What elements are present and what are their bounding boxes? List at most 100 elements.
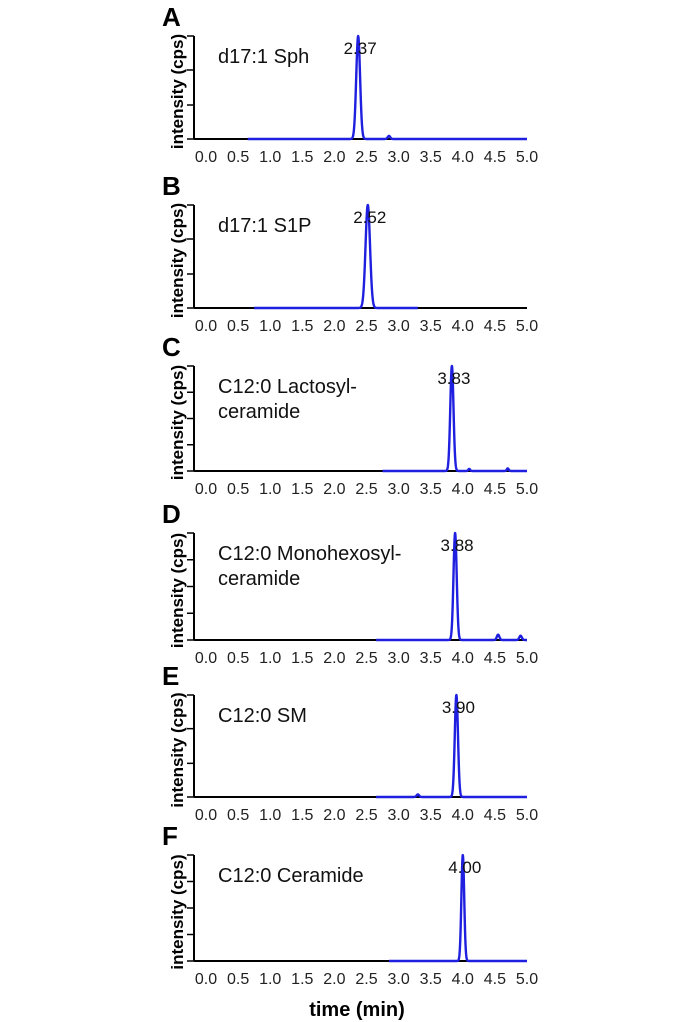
chromatogram-trace bbox=[381, 364, 529, 473]
x-tick-label: 5.0 bbox=[516, 971, 538, 988]
x-tick-label: 5.0 bbox=[516, 650, 538, 667]
x-tick-label: 2.0 bbox=[323, 807, 345, 824]
x-tick-label: 3.0 bbox=[387, 318, 409, 335]
compound-label: C12:0 Lactosyl- bbox=[218, 376, 357, 398]
x-tick-label: 1.5 bbox=[291, 481, 313, 498]
x-tick-label: 0.0 bbox=[195, 318, 217, 335]
x-tick-label: 4.0 bbox=[452, 807, 474, 824]
x-tick-label: 1.0 bbox=[259, 318, 281, 335]
x-tick-label: 0.5 bbox=[227, 971, 249, 988]
y-axis-title: intensity (cps) bbox=[168, 365, 187, 480]
chromatogram-trace bbox=[253, 203, 419, 310]
x-tick-label: 3.5 bbox=[420, 318, 442, 335]
panel-letter: C bbox=[162, 332, 181, 362]
x-tick-label: 3.5 bbox=[420, 149, 442, 166]
x-tick-label: 3.0 bbox=[387, 149, 409, 166]
x-tick-label: 2.0 bbox=[323, 650, 345, 667]
x-tick-label: 1.0 bbox=[259, 807, 281, 824]
x-tick-label: 3.5 bbox=[420, 650, 442, 667]
x-tick-label: 4.0 bbox=[452, 318, 474, 335]
panel-letter: E bbox=[162, 661, 179, 691]
y-axis-title: intensity (cps) bbox=[168, 533, 187, 648]
x-tick-label: 2.5 bbox=[355, 971, 377, 988]
x-tick-label: 1.0 bbox=[259, 971, 281, 988]
peak-rt-label: 2.37 bbox=[344, 39, 377, 58]
x-tick-label: 5.0 bbox=[516, 149, 538, 166]
x-tick-label: 0.5 bbox=[227, 149, 249, 166]
x-tick-label: 1.5 bbox=[291, 149, 313, 166]
chromatogram-trace bbox=[387, 853, 529, 963]
x-tick-label: 5.0 bbox=[516, 481, 538, 498]
x-tick-label: 2.5 bbox=[355, 318, 377, 335]
x-tick-label: 3.5 bbox=[420, 971, 442, 988]
x-tick-label: 4.5 bbox=[484, 481, 506, 498]
x-tick-label: 3.5 bbox=[420, 481, 442, 498]
x-tick-label: 0.0 bbox=[195, 807, 217, 824]
panel-letter: A bbox=[162, 2, 181, 32]
x-tick-label: 4.5 bbox=[484, 318, 506, 335]
x-tick-label: 4.5 bbox=[484, 650, 506, 667]
x-axis-title: time (min) bbox=[309, 999, 405, 1021]
panel-letter: B bbox=[162, 171, 181, 201]
x-tick-label: 1.0 bbox=[259, 650, 281, 667]
x-tick-label: 0.0 bbox=[195, 971, 217, 988]
x-tick-label: 0.5 bbox=[227, 318, 249, 335]
x-tick-label: 0.5 bbox=[227, 481, 249, 498]
x-tick-label: 4.5 bbox=[484, 971, 506, 988]
x-tick-label: 2.0 bbox=[323, 318, 345, 335]
x-tick-label: 1.5 bbox=[291, 318, 313, 335]
x-tick-label: 2.5 bbox=[355, 481, 377, 498]
x-tick-label: 1.0 bbox=[259, 481, 281, 498]
peak-rt-label: 4.00 bbox=[448, 858, 481, 877]
compound-label: ceramide bbox=[218, 401, 300, 423]
peak-rt-label: 2.52 bbox=[353, 208, 386, 227]
x-tick-label: 4.0 bbox=[452, 971, 474, 988]
y-axis-title: intensity (cps) bbox=[168, 203, 187, 318]
peak-rt-label: 3.88 bbox=[441, 536, 474, 555]
chromatogram-trace bbox=[375, 531, 529, 642]
x-tick-label: 2.5 bbox=[355, 149, 377, 166]
x-tick-label: 4.5 bbox=[484, 807, 506, 824]
chromatogram-trace bbox=[375, 693, 529, 799]
x-tick-label: 3.0 bbox=[387, 481, 409, 498]
x-tick-label: 2.5 bbox=[355, 650, 377, 667]
chromatogram-trace bbox=[246, 34, 528, 141]
x-tick-label: 2.0 bbox=[323, 149, 345, 166]
compound-label: d17:1 S1P bbox=[218, 215, 311, 237]
y-axis-title: intensity (cps) bbox=[168, 34, 187, 149]
x-tick-label: 0.0 bbox=[195, 481, 217, 498]
x-tick-label: 0.0 bbox=[195, 149, 217, 166]
x-tick-label: 4.0 bbox=[452, 481, 474, 498]
y-axis-title: intensity (cps) bbox=[168, 692, 187, 807]
x-tick-label: 5.0 bbox=[516, 807, 538, 824]
x-tick-label: 1.0 bbox=[259, 149, 281, 166]
x-tick-label: 3.0 bbox=[387, 650, 409, 667]
x-tick-label: 5.0 bbox=[516, 318, 538, 335]
x-tick-label: 0.5 bbox=[227, 650, 249, 667]
panel-letter: D bbox=[162, 499, 181, 529]
x-tick-label: 4.0 bbox=[452, 149, 474, 166]
x-tick-label: 0.0 bbox=[195, 650, 217, 667]
compound-label: C12:0 Monohexosyl- bbox=[218, 543, 401, 565]
peak-rt-label: 3.83 bbox=[437, 369, 470, 388]
x-tick-label: 4.5 bbox=[484, 149, 506, 166]
x-tick-label: 2.0 bbox=[323, 971, 345, 988]
x-tick-label: 1.5 bbox=[291, 971, 313, 988]
compound-label: d17:1 Sph bbox=[218, 46, 309, 68]
x-tick-label: 4.0 bbox=[452, 650, 474, 667]
compound-label: C12:0 Ceramide bbox=[218, 865, 364, 887]
compound-label: C12:0 SM bbox=[218, 705, 307, 727]
x-tick-label: 2.5 bbox=[355, 807, 377, 824]
x-tick-label: 2.0 bbox=[323, 481, 345, 498]
x-tick-label: 0.5 bbox=[227, 807, 249, 824]
x-tick-label: 1.5 bbox=[291, 807, 313, 824]
x-tick-label: 3.0 bbox=[387, 807, 409, 824]
x-tick-label: 1.5 bbox=[291, 650, 313, 667]
